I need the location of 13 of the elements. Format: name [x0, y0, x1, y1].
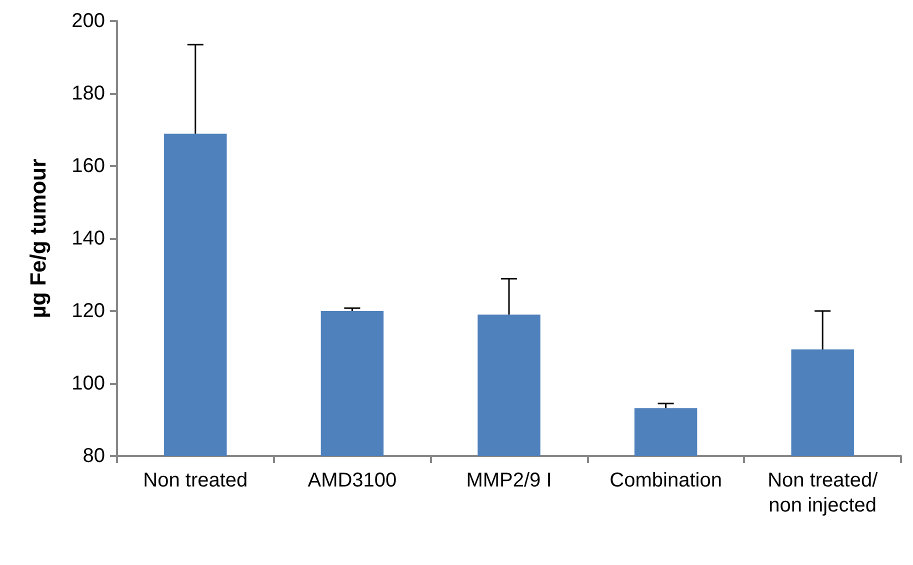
y-tick-label: 160: [72, 155, 105, 177]
y-tick-label: 120: [72, 300, 105, 322]
y-tick-label: 140: [72, 228, 105, 250]
y-tick-label: 180: [72, 82, 105, 104]
y-tick-label: 80: [82, 445, 105, 467]
y-tick-label: 200: [72, 10, 105, 32]
x-tick-label: MMP2/9 I: [466, 470, 552, 492]
x-tick-label: Non treated/non injected: [768, 470, 878, 516]
x-tick-label: AMD3100: [308, 470, 397, 492]
y-axis-title: µg Fe/g tumour: [26, 158, 50, 318]
y-tick-label: 100: [72, 372, 105, 394]
x-tick-label: Non treated: [143, 470, 248, 492]
x-tick-label: Combination: [610, 470, 722, 492]
